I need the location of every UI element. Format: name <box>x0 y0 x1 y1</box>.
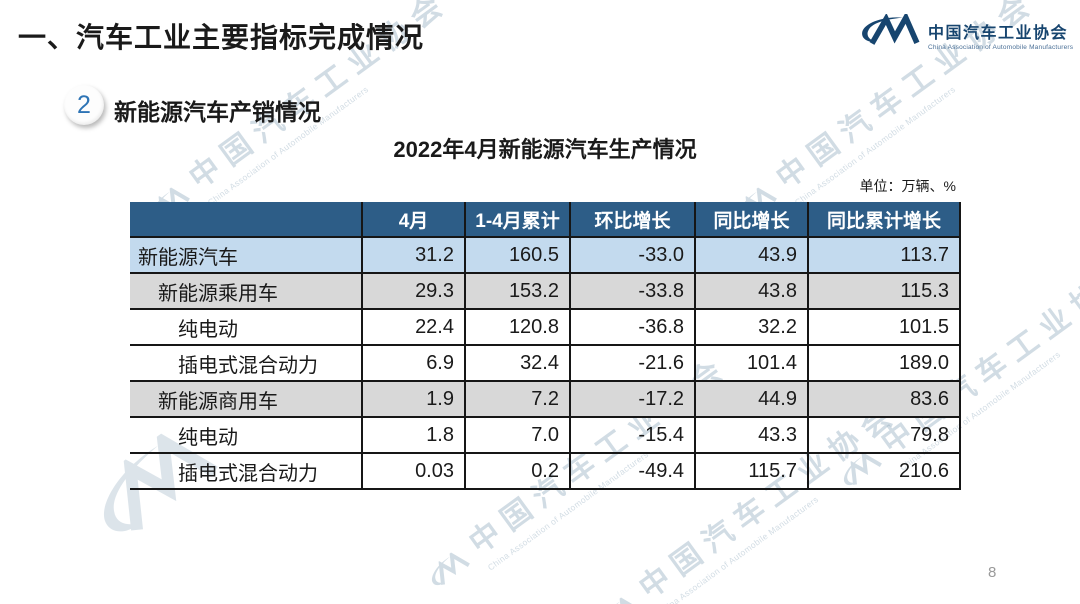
value-cell: 1.9 <box>362 381 466 418</box>
row-label: 插电式混合动力 <box>130 345 363 382</box>
value-cell: 153.2 <box>465 273 571 310</box>
page-title: 一、汽车工业主要指标完成情况 <box>18 22 425 53</box>
value-cell: 7.0 <box>465 417 571 454</box>
value-cell: -33.8 <box>570 273 696 310</box>
row-label: 新能源汽车 <box>130 237 363 274</box>
value-cell: 31.2 <box>362 237 466 274</box>
value-cell: 43.3 <box>695 417 809 454</box>
logo-name-en: China Association of Automobile Manufact… <box>928 44 1074 51</box>
value-cell: 210.6 <box>808 453 961 490</box>
column-header: 环比增长 <box>570 202 696 238</box>
table-header-row: 4月 1-4月累计 环比增长 同比增长 同比累计增长 <box>130 202 961 238</box>
column-header: 同比增长 <box>695 202 809 238</box>
value-cell: 160.5 <box>465 237 571 274</box>
cm-monogram-watermark-icon <box>421 547 472 593</box>
table-title: 2022年4月新能源汽车生产情况 <box>393 137 697 162</box>
row-label: 新能源商用车 <box>130 381 363 418</box>
table-row: 纯电动 22.4 120.8 -36.8 32.2 101.5 <box>130 309 961 346</box>
value-cell: 32.2 <box>695 309 809 346</box>
logo-name-cn: 中国汽车工业协会 <box>928 25 1069 42</box>
cm-monogram-icon <box>856 11 920 51</box>
value-cell: -17.2 <box>570 381 696 418</box>
table-row: 纯电动 1.8 7.0 -15.4 43.3 79.8 <box>130 417 961 454</box>
section-number: 2 <box>77 90 91 119</box>
table-row: 插电式混合动力 6.9 32.4 -21.6 101.4 189.0 <box>130 345 961 382</box>
column-header: 4月 <box>362 202 466 238</box>
value-cell: 120.8 <box>465 309 571 346</box>
unit-label: 单位：万辆、% <box>859 178 956 194</box>
value-cell: -36.8 <box>570 309 696 346</box>
table-row: 新能源商用车 1.9 7.2 -17.2 44.9 83.6 <box>130 381 961 418</box>
value-cell: 32.4 <box>465 345 571 382</box>
value-cell: 113.7 <box>808 237 961 274</box>
value-cell: 43.8 <box>695 273 809 310</box>
value-cell: 29.3 <box>362 273 466 310</box>
table-row: 新能源汽车 31.2 160.5 -33.0 43.9 113.7 <box>130 237 961 274</box>
column-header: 同比累计增长 <box>808 202 961 238</box>
value-cell: 101.4 <box>695 345 809 382</box>
value-cell: 101.5 <box>808 309 961 346</box>
table-row: 新能源乘用车 29.3 153.2 -33.8 43.8 115.3 <box>130 273 961 310</box>
row-label: 插电式混合动力 <box>130 453 363 490</box>
row-label: 新能源乘用车 <box>130 273 363 310</box>
value-cell: -21.6 <box>570 345 696 382</box>
row-label-column-header <box>130 202 363 238</box>
value-cell: -49.4 <box>570 453 696 490</box>
value-cell: 83.6 <box>808 381 961 418</box>
value-cell: 0.03 <box>362 453 466 490</box>
value-cell: 44.9 <box>695 381 809 418</box>
subsection-title: 新能源汽车产销情况 <box>114 99 321 125</box>
value-cell: 0.2 <box>465 453 571 490</box>
value-cell: 189.0 <box>808 345 961 382</box>
value-cell: 6.9 <box>362 345 466 382</box>
value-cell: -15.4 <box>570 417 696 454</box>
nev-production-table: 4月 1-4月累计 环比增长 同比增长 同比累计增长 新能源汽车 31.2 160.5 -33… <box>130 202 961 490</box>
value-cell: 7.2 <box>465 381 571 418</box>
value-cell: 43.9 <box>695 237 809 274</box>
column-header: 1-4月累计 <box>465 202 571 238</box>
row-label: 纯电动 <box>130 417 363 454</box>
value-cell: 115.3 <box>808 273 961 310</box>
caam-logo: 中国汽车工业协会 China Association of Automobile… <box>856 11 1074 51</box>
row-label: 纯电动 <box>130 309 363 346</box>
value-cell: -33.0 <box>570 237 696 274</box>
table-row: 插电式混合动力 0.03 0.2 -49.4 115.7 210.6 <box>130 453 961 490</box>
page-number: 8 <box>988 564 997 581</box>
value-cell: 79.8 <box>808 417 961 454</box>
value-cell: 115.7 <box>695 453 809 490</box>
value-cell: 22.4 <box>362 309 466 346</box>
value-cell: 1.8 <box>362 417 466 454</box>
cm-monogram-watermark-icon <box>591 592 642 604</box>
section-number-badge: 2 <box>64 85 104 125</box>
